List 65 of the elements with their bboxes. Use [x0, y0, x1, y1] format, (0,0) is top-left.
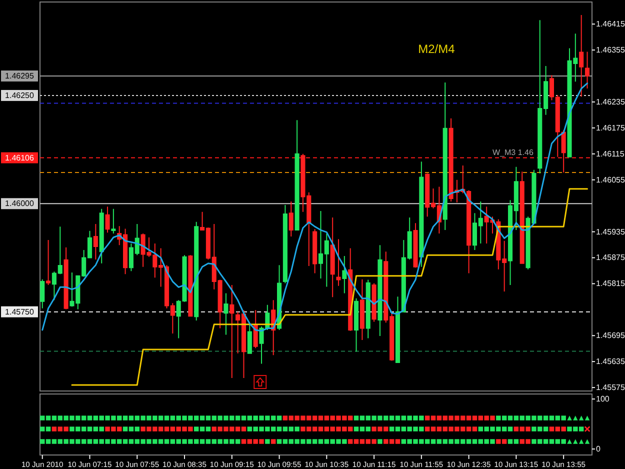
point [584, 426, 590, 432]
candlestick [378, 244, 382, 337]
candlestick [46, 239, 51, 286]
candlestick [230, 284, 234, 379]
candlestick [40, 278, 45, 309]
candlestick [294, 120, 300, 231]
candlestick [288, 200, 294, 238]
y-tick-label: 1.45575 [596, 383, 625, 392]
candlestick [360, 278, 364, 340]
candlestick [330, 216, 335, 298]
candlestick [336, 238, 341, 286]
y-tick-label: 0 [596, 444, 601, 454]
y-tick-label: 100 [596, 394, 610, 404]
ref-line-label: 1.46250 [5, 90, 35, 100]
candlestick [93, 223, 98, 260]
candlestick [442, 82, 448, 231]
candlestick [194, 221, 199, 321]
point [578, 439, 584, 444]
candlestick [354, 298, 359, 352]
y-tick-label: 1.46415 [596, 20, 625, 29]
candlestick [99, 208, 104, 264]
ref-line-label: 1.46000 [5, 199, 35, 208]
annotation: W_M3 1.46 [492, 148, 534, 157]
y-tick-label: 1.45935 [596, 227, 625, 236]
candlestick [111, 208, 116, 234]
candlestick [342, 255, 347, 294]
candlestick [366, 279, 370, 339]
y-tick-label: 1.45695 [596, 331, 625, 340]
point [584, 439, 590, 444]
candlestick [253, 310, 258, 349]
point [573, 439, 578, 444]
y-tick-label: 1.46355 [596, 46, 625, 55]
candlestick [579, 14, 584, 98]
candlestick [520, 171, 524, 264]
point [567, 416, 572, 420]
y-tick-label: 1.46175 [596, 123, 625, 132]
line-series [42, 82, 588, 332]
candlestick [584, 51, 590, 90]
ref-line-label: 1.45750 [5, 307, 35, 316]
y-tick-label: 1.46235 [596, 97, 625, 106]
y-tick-label: 1.45635 [596, 357, 625, 366]
candlestick [419, 161, 424, 268]
y-tick-label: 1.45875 [596, 253, 625, 262]
line-series [71, 188, 588, 386]
point [584, 416, 590, 420]
point [578, 416, 584, 420]
candlestick [188, 254, 193, 318]
candlestick [64, 246, 68, 310]
ref-line-label: 1.46295 [5, 71, 35, 80]
candlestick [413, 222, 418, 268]
candlestick [372, 282, 376, 322]
y-tick-label: 1.46115 [596, 149, 625, 158]
ref-line-label: 1.46106 [5, 153, 35, 162]
y-tick-label: 1.46055 [596, 175, 625, 184]
candlestick [466, 190, 472, 274]
point [573, 416, 578, 420]
candlestick [247, 324, 252, 354]
candlestick [282, 204, 288, 284]
candlestick [312, 228, 318, 274]
candlestick [105, 206, 110, 234]
y-tick-label: 1.45815 [596, 279, 625, 288]
candlestick [395, 296, 400, 364]
text: M2/M4 [418, 42, 456, 56]
candlestick [224, 292, 228, 336]
point [567, 439, 572, 444]
